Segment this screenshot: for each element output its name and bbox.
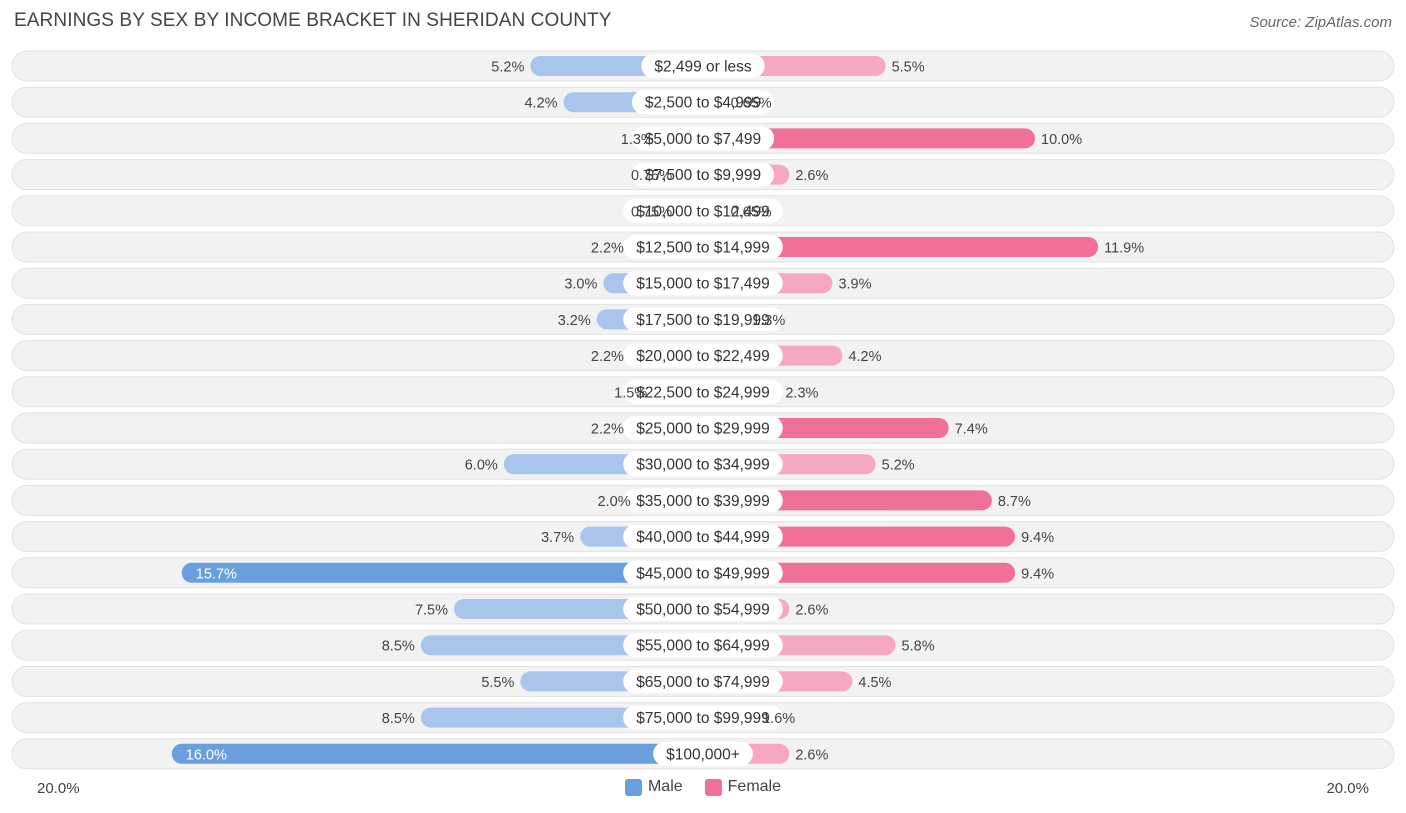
- value-label-female: 9.4%: [1021, 566, 1054, 582]
- value-label-male: 3.0%: [564, 277, 597, 293]
- value-label-male: 8.5%: [382, 711, 415, 727]
- value-label-female: 11.9%: [1104, 241, 1144, 257]
- category-pill: [623, 705, 783, 730]
- value-label-male: 7.5%: [415, 603, 448, 619]
- value-label-female: 9.4%: [1021, 530, 1054, 546]
- bar-female: [693, 237, 1099, 257]
- category-label: $30,000 to $34,999: [636, 457, 770, 474]
- value-label-male: 5.2%: [491, 60, 524, 76]
- value-label-female: 2.6%: [795, 168, 828, 184]
- legend: Male Female: [0, 778, 1406, 796]
- category-pill: [623, 488, 783, 513]
- category-label: $40,000 to $44,999: [636, 529, 770, 546]
- legend-swatch-female: [704, 778, 722, 796]
- category-pill: [641, 54, 765, 78]
- legend-label-female: Female: [727, 778, 782, 795]
- category-label: $17,500 to $19,999: [636, 312, 770, 329]
- bar-male: [171, 743, 714, 764]
- category-pill: [623, 452, 783, 477]
- axis-max-label: 20.0%: [1326, 780, 1369, 797]
- category-pill: [623, 271, 783, 296]
- value-label-female: 4.5%: [858, 675, 891, 691]
- category-label: $45,000 to $49,999: [636, 565, 770, 582]
- category-pill: [623, 633, 783, 658]
- value-label-male: 2.0%: [598, 494, 631, 510]
- value-label-male: 2.2%: [591, 422, 624, 438]
- value-label-female: 5.2%: [882, 458, 915, 474]
- value-label-female: 2.6%: [795, 603, 828, 619]
- chart-title: EARNINGS BY SEX BY INCOME BRACKET IN SHE…: [14, 10, 612, 31]
- category-label: $5,000 to $7,499: [645, 131, 761, 148]
- value-label-female: 0.65%: [731, 204, 772, 220]
- value-label-male: 1.3%: [621, 132, 654, 148]
- value-label-female: 0.65%: [731, 96, 772, 112]
- legend-item-female[interactable]: Female: [704, 778, 782, 796]
- value-label-female: 7.4%: [955, 422, 988, 438]
- category-label: $12,500 to $14,999: [636, 240, 770, 257]
- category-pill: [623, 343, 783, 368]
- category-label: $35,000 to $39,999: [636, 493, 770, 510]
- category-label: $15,000 to $17,499: [636, 276, 770, 293]
- value-label-male: 2.2%: [591, 241, 624, 257]
- value-label-female: 4.2%: [848, 349, 881, 365]
- value-label-female: 1.6%: [762, 711, 795, 727]
- category-pill: [623, 235, 783, 259]
- value-label-male: 0.75%: [631, 168, 672, 184]
- category-pill: [623, 669, 783, 694]
- category-label: $2,500 to $4,999: [645, 95, 761, 112]
- category-pill: [631, 162, 775, 187]
- value-label-male: 5.5%: [481, 675, 514, 691]
- category-pill: [623, 597, 783, 621]
- category-pill: [623, 379, 783, 404]
- bar-male: [181, 562, 713, 583]
- value-label-male: 1.5%: [614, 385, 647, 401]
- value-label-female: 8.7%: [998, 494, 1031, 510]
- bar-female: [693, 128, 1035, 149]
- category-label: $65,000 to $74,999: [636, 674, 770, 691]
- value-label-female: 2.3%: [785, 385, 818, 401]
- category-pill: [623, 416, 783, 440]
- category-pill: [623, 560, 783, 585]
- category-pill: [623, 307, 783, 332]
- category-label: $2,499 or less: [654, 59, 752, 76]
- category-pill: [623, 524, 783, 549]
- value-label-female: 1.3%: [752, 313, 785, 329]
- value-label-male: 4.2%: [524, 96, 557, 112]
- value-label-male: 3.2%: [558, 313, 591, 329]
- category-label: $10,000 to $12,499: [636, 203, 770, 220]
- category-pill: [631, 90, 775, 115]
- value-label-male: 16.0%: [186, 747, 227, 763]
- source-label: Source: ZipAtlas.com: [1249, 14, 1392, 31]
- legend-label-male: Male: [647, 778, 683, 795]
- axis-min-label: 20.0%: [37, 780, 80, 797]
- value-label-male: 6.0%: [465, 458, 498, 474]
- value-label-female: 3.9%: [838, 277, 871, 293]
- category-label: $20,000 to $22,499: [636, 348, 770, 365]
- category-pill: [623, 198, 783, 223]
- category-label: $75,000 to $99,999: [636, 710, 770, 727]
- category-label: $25,000 to $29,999: [636, 421, 770, 438]
- legend-swatch-male: [624, 778, 642, 796]
- category-label: $55,000 to $64,999: [636, 638, 770, 655]
- category-pill: [653, 741, 753, 766]
- value-label-male: 8.5%: [382, 639, 415, 655]
- category-label: $22,500 to $24,999: [636, 384, 770, 401]
- legend-item-male[interactable]: Male: [624, 778, 683, 796]
- value-label-male: 15.7%: [196, 566, 237, 582]
- value-label-male: 3.7%: [541, 530, 574, 546]
- value-label-female: 2.6%: [795, 747, 828, 763]
- category-label: $100,000+: [666, 746, 740, 763]
- category-label: $7,500 to $9,999: [645, 167, 761, 184]
- value-label-male: 0.75%: [631, 204, 672, 220]
- value-label-female: 10.0%: [1041, 132, 1082, 148]
- value-label-female: 5.5%: [892, 60, 925, 76]
- category-label: $50,000 to $54,999: [636, 602, 770, 619]
- value-label-male: 2.2%: [591, 349, 624, 365]
- value-label-female: 5.8%: [902, 639, 935, 655]
- category-pill: [631, 126, 775, 151]
